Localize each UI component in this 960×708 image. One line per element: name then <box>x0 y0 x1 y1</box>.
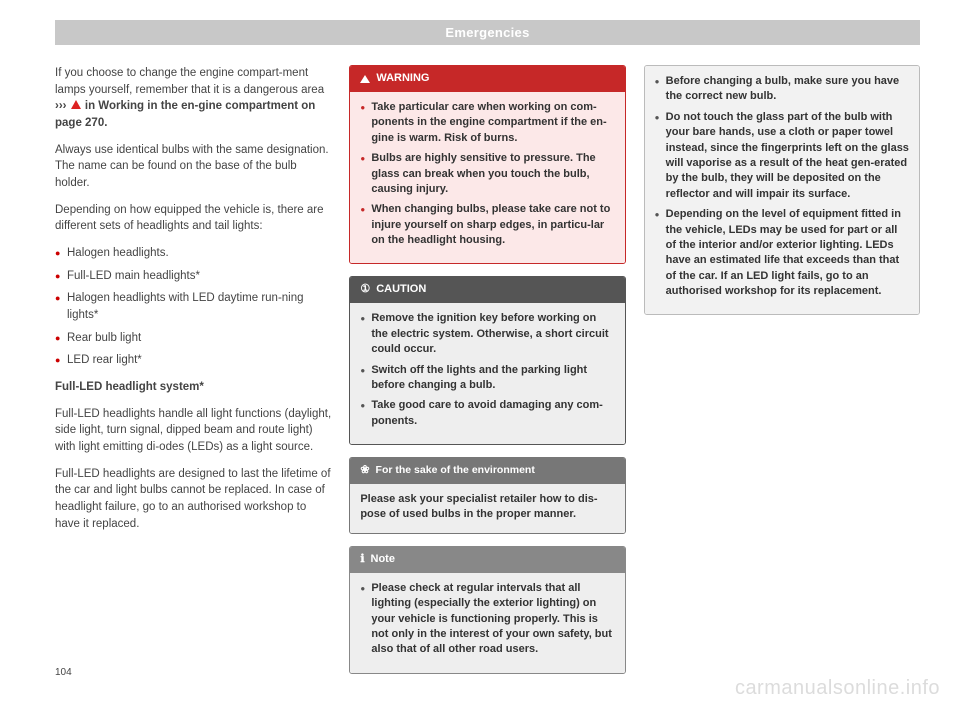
caution-title: CAUTION <box>376 282 426 298</box>
list-item: Do not touch the glass part of the bulb … <box>655 110 909 202</box>
list-item: Halogen headlights with LED daytime run-… <box>55 290 331 323</box>
list-item: Full-LED main headlights* <box>55 268 331 285</box>
info-icon: ℹ <box>360 552 364 568</box>
full-led-para2: Full-LED headlights are designed to last… <box>55 466 331 533</box>
list-item: Switch off the lights and the parking li… <box>360 363 614 394</box>
manual-page: Emergencies If you choose to change the … <box>0 0 960 708</box>
caution-body: Remove the ignition key before working o… <box>350 303 624 444</box>
list-item: Rear bulb light <box>55 330 331 347</box>
cross-ref: ››› in Working in the en-gine compartmen… <box>55 100 315 129</box>
column-2: WARNING Take particular care when workin… <box>349 65 625 686</box>
page-number: 104 <box>55 667 72 678</box>
environment-header: ❀ For the sake of the environment <box>350 458 624 484</box>
environment-body: Please ask your specialist retailer how … <box>350 484 624 533</box>
intro-para: If you choose to change the engine compa… <box>55 65 331 132</box>
note-body: Please check at regular intervals that a… <box>350 573 624 673</box>
column-1: If you choose to change the engine compa… <box>55 65 331 686</box>
equipment-para: Depending on how equipped the vehicle is… <box>55 202 331 235</box>
list-item: Bulbs are highly sensitive to pressure. … <box>360 151 614 197</box>
section-header: Emergencies <box>55 20 920 45</box>
identical-bulbs-para: Always use identical bulbs with the same… <box>55 142 331 192</box>
list-item: LED rear light* <box>55 352 331 369</box>
watermark: carmanualsonline.info <box>735 677 940 700</box>
environment-box: ❀ For the sake of the environment Please… <box>349 457 625 534</box>
headlight-list: Halogen headlights. Full-LED main headli… <box>55 245 331 369</box>
intro-text-a: If you choose to change the engine compa… <box>55 67 324 96</box>
warning-body: Take particular care when working on com… <box>350 92 624 264</box>
full-led-para1: Full-LED headlights handle all light fun… <box>55 406 331 456</box>
list-item: Please check at regular intervals that a… <box>360 581 614 658</box>
warning-icon <box>360 75 370 83</box>
note-continuation-box: Before changing a bulb, make sure you ha… <box>644 65 920 315</box>
warning-title: WARNING <box>376 71 429 87</box>
flower-icon: ❀ <box>360 463 369 479</box>
note-header: ℹ Note <box>350 547 624 573</box>
warning-triangle-icon <box>71 100 81 109</box>
list-item: Before changing a bulb, make sure you ha… <box>655 74 909 105</box>
list-item: When changing bulbs, please take care no… <box>360 202 614 248</box>
note-box: ℹ Note Please check at regular intervals… <box>349 546 625 674</box>
list-item: Halogen headlights. <box>55 245 331 262</box>
list-item: Depending on the level of equipment fitt… <box>655 207 909 299</box>
warning-box: WARNING Take particular care when workin… <box>349 65 625 264</box>
list-item: Take particular care when working on com… <box>360 100 614 146</box>
list-item: Take good care to avoid damaging any com… <box>360 398 614 429</box>
environment-title: For the sake of the environment <box>376 463 535 478</box>
warning-header: WARNING <box>350 66 624 92</box>
full-led-heading: Full-LED headlight system* <box>55 379 331 396</box>
note-cont-body: Before changing a bulb, make sure you ha… <box>645 66 919 314</box>
column-3: Before changing a bulb, make sure you ha… <box>644 65 920 686</box>
note-title: Note <box>371 552 395 568</box>
caution-icon: ① <box>360 282 370 298</box>
column-layout: If you choose to change the engine compa… <box>55 65 920 686</box>
list-item: Remove the ignition key before working o… <box>360 311 614 357</box>
caution-box: ① CAUTION Remove the ignition key before… <box>349 276 625 445</box>
caution-header: ① CAUTION <box>350 277 624 303</box>
